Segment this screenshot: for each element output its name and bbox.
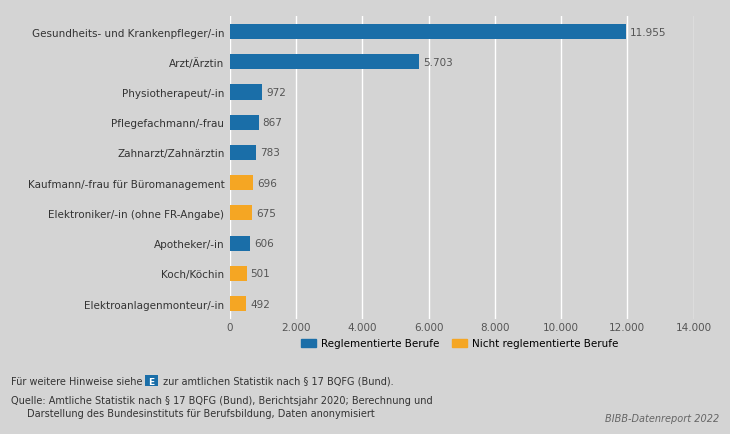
Text: zur amtlichen Statistik nach § 17 BQFG (Bund).: zur amtlichen Statistik nach § 17 BQFG (… xyxy=(160,376,393,386)
Text: E: E xyxy=(148,377,154,386)
Bar xyxy=(230,85,262,100)
Text: Für weitere Hinweise siehe: Für weitere Hinweise siehe xyxy=(11,376,142,386)
Text: 675: 675 xyxy=(256,208,276,218)
Bar xyxy=(230,176,253,191)
Bar xyxy=(230,296,246,312)
Text: BIBB-Datenreport 2022: BIBB-Datenreport 2022 xyxy=(604,413,719,423)
Text: 492: 492 xyxy=(250,299,270,309)
Bar xyxy=(230,206,253,221)
Bar xyxy=(230,266,247,281)
Text: 696: 696 xyxy=(257,178,277,188)
Bar xyxy=(230,115,258,131)
Bar xyxy=(230,236,250,251)
Text: Quelle: Amtliche Statistik nach § 17 BQFG (Bund), Berichtsjahr 2020; Berechnung : Quelle: Amtliche Statistik nach § 17 BQF… xyxy=(11,395,433,405)
Text: Darstellung des Bundesinstituts für Berufsbildung, Daten anonymisiert: Darstellung des Bundesinstituts für Beru… xyxy=(27,408,374,418)
Text: 606: 606 xyxy=(254,239,274,249)
Text: 501: 501 xyxy=(250,269,270,279)
Text: 783: 783 xyxy=(260,148,280,158)
Bar xyxy=(230,145,256,161)
Text: 867: 867 xyxy=(263,118,283,128)
Bar xyxy=(230,55,419,70)
Text: 11.955: 11.955 xyxy=(630,27,666,37)
Text: 972: 972 xyxy=(266,88,286,98)
Legend: Reglementierte Berufe, Nicht reglementierte Berufe: Reglementierte Berufe, Nicht reglementie… xyxy=(297,335,623,353)
Text: 5.703: 5.703 xyxy=(423,58,453,68)
Bar xyxy=(230,25,626,40)
